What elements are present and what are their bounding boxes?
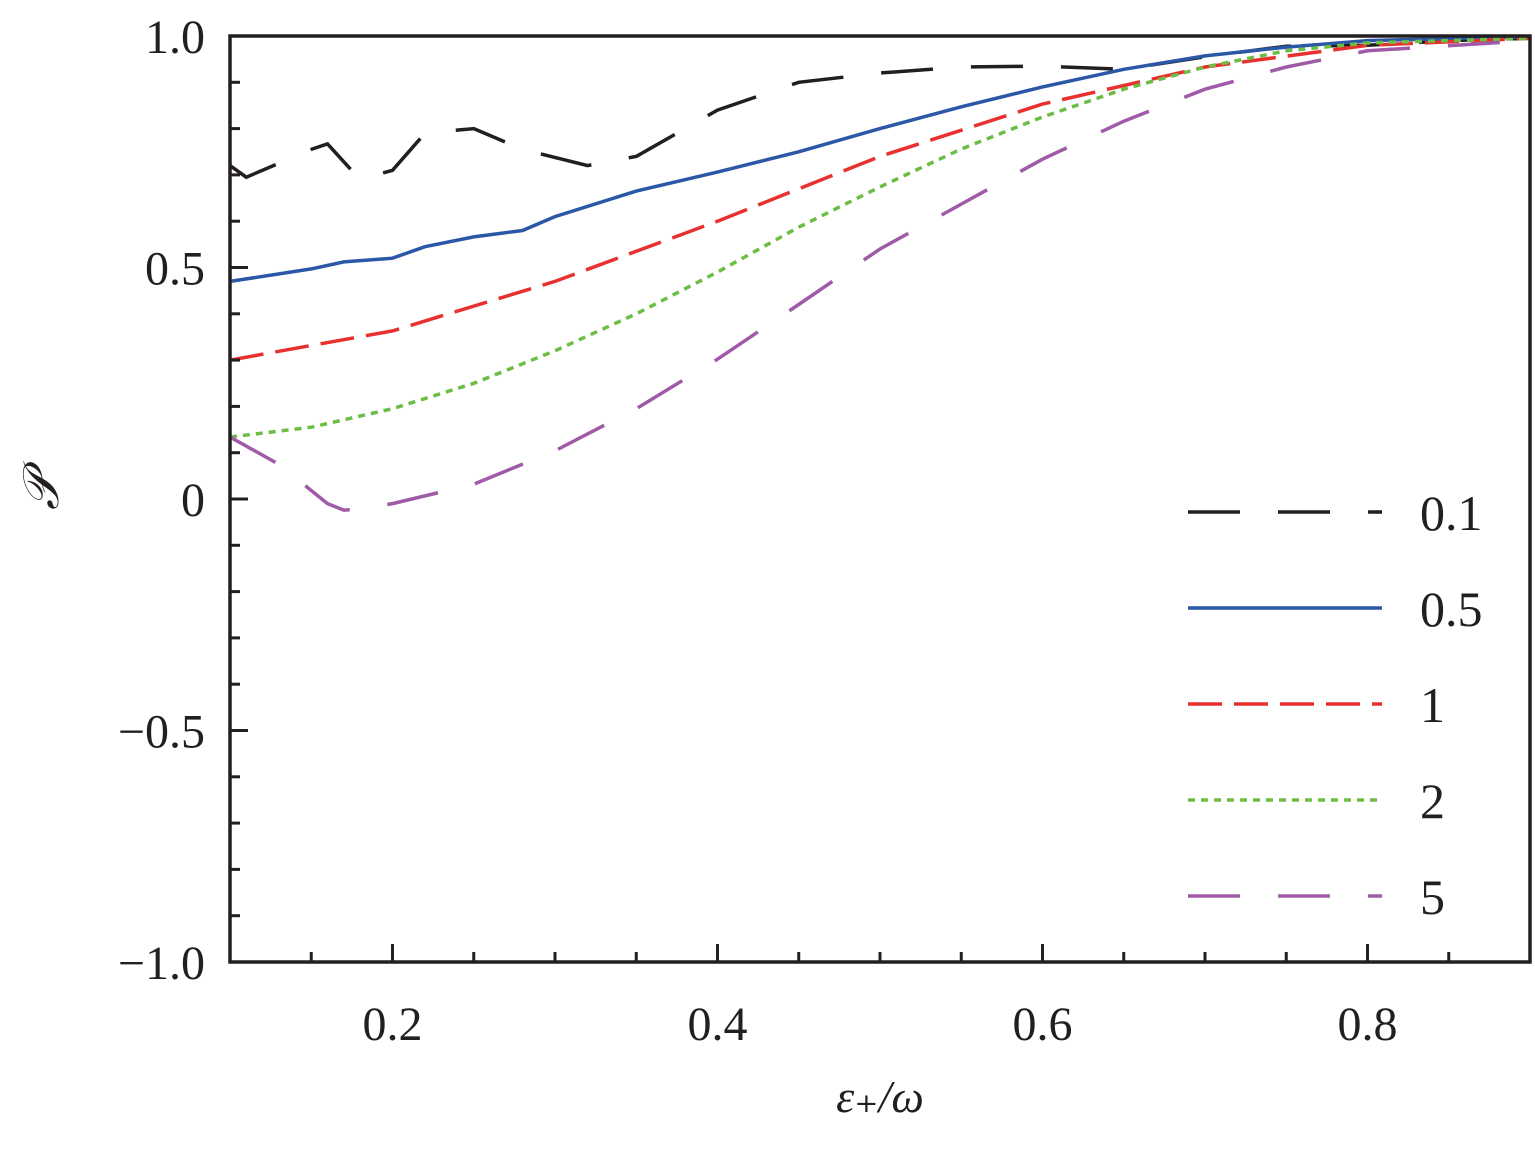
legend-item-2: 2 bbox=[1188, 773, 1445, 829]
y-tick-label: 0 bbox=[181, 474, 205, 527]
legend-item-0.5: 0.5 bbox=[1188, 581, 1483, 637]
x-tick-label: 0.8 bbox=[1338, 998, 1398, 1051]
y-tick-label: −0.5 bbox=[118, 706, 205, 759]
legend: 0.1 0.5 1 2 5 bbox=[1188, 485, 1483, 925]
legend-label: 5 bbox=[1420, 869, 1445, 925]
series-layer bbox=[230, 36, 1530, 512]
series-line-5 bbox=[230, 38, 1530, 512]
x-tick-label: 0.2 bbox=[363, 998, 423, 1051]
axes-layer: 0.2 0.4 0.6 0.8 −1.0 −0.5 0 0.5 1.0 bbox=[118, 11, 1532, 1051]
x-tick-label: 0.4 bbox=[688, 998, 748, 1051]
legend-item-1: 1 bbox=[1188, 677, 1445, 733]
x-axis-label: ε₊/ω bbox=[836, 1071, 924, 1122]
series-line-0.1 bbox=[230, 36, 1530, 182]
y-tick-label: 0.5 bbox=[145, 243, 205, 296]
legend-item-5: 5 bbox=[1188, 869, 1445, 925]
y-tick-label: 1.0 bbox=[145, 11, 205, 64]
y-axis-label: 𝒫 bbox=[13, 461, 69, 510]
series-line-1 bbox=[230, 36, 1530, 362]
legend-label: 0.1 bbox=[1420, 485, 1483, 541]
x-tick-label: 0.6 bbox=[1013, 998, 1073, 1051]
plot-frame bbox=[228, 34, 1532, 964]
series-line-2 bbox=[230, 36, 1530, 439]
legend-label: 2 bbox=[1420, 773, 1445, 829]
series-line-0.5 bbox=[230, 36, 1530, 284]
legend-item-0.1: 0.1 bbox=[1188, 485, 1483, 541]
legend-label: 0.5 bbox=[1420, 581, 1483, 637]
legend-label: 1 bbox=[1420, 677, 1445, 733]
y-tick-label: −1.0 bbox=[118, 937, 205, 990]
